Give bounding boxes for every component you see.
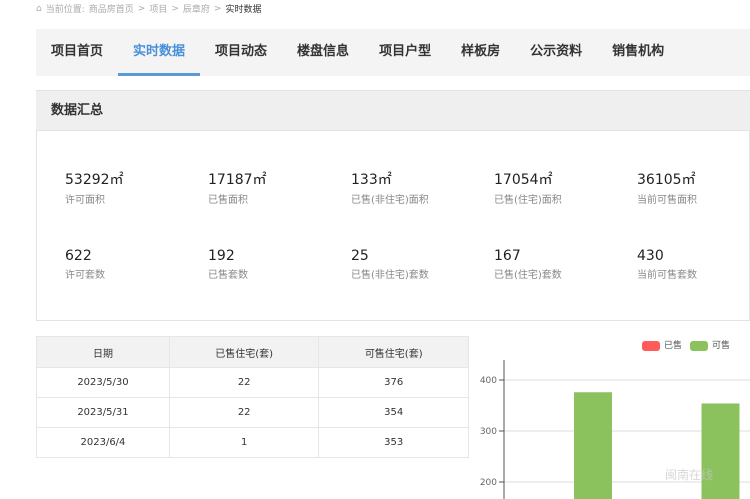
stat-value: 36105㎡ [637, 172, 696, 188]
stat-label: 许可套数 [65, 270, 105, 281]
chart-legend: 已售 可售 [642, 338, 730, 351]
y-tick-label: 300 [480, 427, 497, 437]
tab-6[interactable]: 公示资料 [530, 44, 583, 59]
table-cell: 22 [168, 367, 320, 398]
breadcrumb: ⌂ 当前位置: 商品房首页 > 项目 > 辰章府 > 实时数据 [36, 3, 262, 16]
separator: > [171, 3, 179, 14]
bar-available [574, 392, 612, 499]
table-row: 2023/5/31 22 354 [36, 397, 469, 428]
table-row: 2023/5/30 22 376 [36, 367, 469, 398]
stat-item: 25 已售(非住宅)套数 [351, 248, 491, 281]
separator: > [213, 3, 222, 14]
stat-value: 167 [494, 248, 521, 264]
tab-5[interactable]: 样板房 [461, 44, 501, 59]
stat-label: 许可面积 [65, 195, 105, 206]
stat-value: 17054㎡ [494, 172, 553, 188]
table-row: 2023/6/4 1 353 [36, 427, 469, 458]
table-cell: 376 [318, 367, 469, 398]
tab-4[interactable]: 项目户型 [379, 44, 432, 59]
table-cell: 354 [318, 397, 469, 428]
bar-chart: 200 300 400 [480, 360, 750, 499]
column-header: 日期 [36, 336, 170, 368]
legend-item-available[interactable]: 可售 [690, 338, 730, 351]
nav-tabs: 项目首页 实时数据 项目动态 楼盘信息 项目户型 样板房 公示资料 销售机构 [36, 29, 750, 76]
stat-item: 167 已售(住宅)套数 [494, 248, 634, 281]
stat-value: 133㎡ [351, 172, 392, 188]
legend-item-sold[interactable]: 已售 [642, 338, 682, 351]
table-cell: 2023/6/4 [36, 427, 170, 458]
column-header: 可售住宅(套) [318, 336, 469, 368]
y-tick-label: 200 [480, 478, 497, 488]
column-header: 已售住宅(套) [168, 336, 320, 368]
stat-value: 53292㎡ [65, 172, 124, 188]
stat-label: 当前可售套数 [637, 270, 697, 281]
stat-label: 已售套数 [208, 270, 248, 281]
separator: > [137, 3, 146, 14]
data-table: 日期 已售住宅(套) 可售住宅(套) 2023/5/30 22 376 2023/5/… [36, 336, 469, 458]
stat-label: 已售(非住宅)面积 [351, 195, 429, 206]
tab-2[interactable]: 项目动态 [215, 44, 268, 59]
stat-value: 17187㎡ [208, 172, 267, 188]
stat-item: 430 当前可售套数 [637, 248, 750, 281]
tab-3[interactable]: 楼盘信息 [297, 44, 350, 59]
breadcrumb-link[interactable]: 项目 [149, 5, 168, 15]
y-tick-label: 400 [480, 376, 497, 386]
watermark: 闽南在线 [665, 468, 714, 482]
stat-label: 当前可售面积 [637, 195, 697, 206]
breadcrumb-link[interactable]: 辰章府 [182, 5, 210, 15]
stat-item: 192 已售套数 [208, 248, 348, 281]
tab-1[interactable]: 实时数据 [118, 29, 201, 76]
section-title: 数据汇总 [36, 90, 750, 131]
breadcrumb-current: 实时数据 [225, 5, 262, 15]
stat-value: 622 [65, 248, 92, 264]
stat-label: 已售(非住宅)套数 [351, 270, 429, 281]
table-cell: 353 [318, 427, 469, 458]
stat-item: 622 许可套数 [65, 248, 205, 281]
table-cell: 2023/5/31 [36, 397, 170, 428]
home-icon: ⌂ [36, 3, 42, 14]
tab-0[interactable]: 项目首页 [51, 44, 104, 59]
stat-value: 430 [637, 248, 664, 264]
table-cell: 22 [168, 397, 320, 428]
stat-label: 已售(住宅)套数 [494, 270, 562, 281]
stat-label: 已售(住宅)面积 [494, 195, 562, 206]
table-cell: 2023/5/30 [36, 367, 170, 398]
table-cell: 1 [168, 427, 320, 458]
stat-value: 25 [351, 248, 369, 264]
stat-label: 已售面积 [208, 195, 248, 206]
bar-available [701, 403, 740, 499]
breadcrumb-link[interactable]: 商品房首页 [88, 5, 134, 15]
tab-7[interactable]: 销售机构 [612, 44, 665, 59]
stat-value: 192 [208, 248, 235, 264]
